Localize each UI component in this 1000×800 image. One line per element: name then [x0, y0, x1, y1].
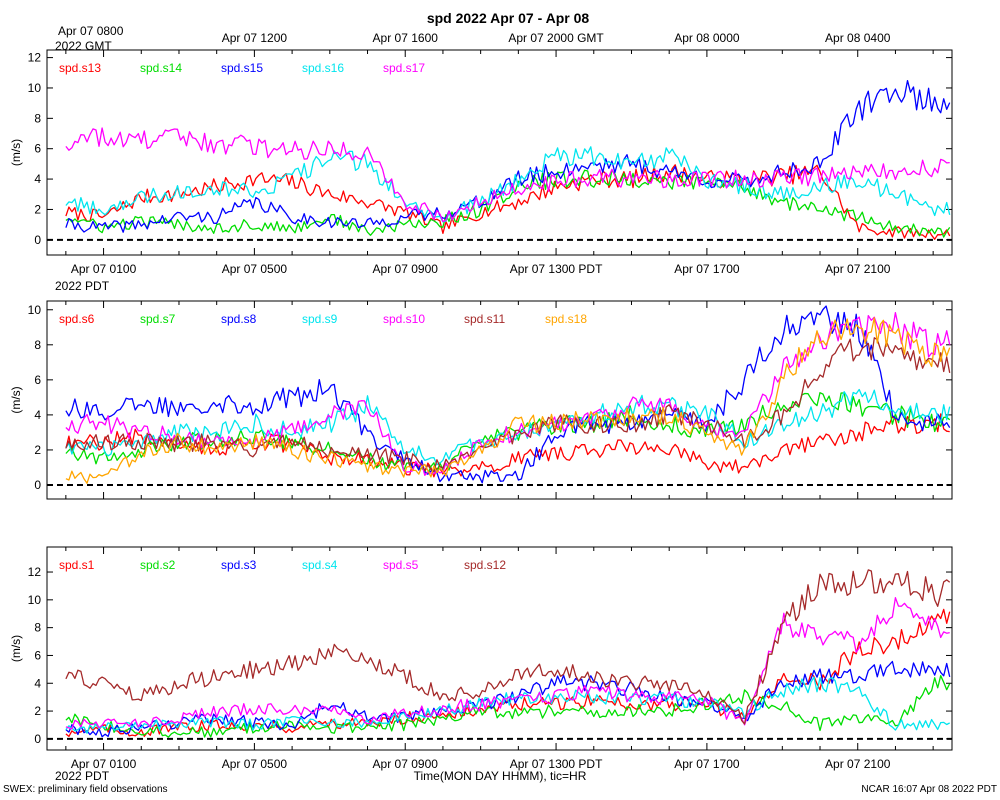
legend-entry: spd.s18 — [545, 312, 587, 326]
y-tick-label: 0 — [34, 478, 41, 492]
legend-entry: spd.s13 — [59, 61, 101, 75]
y-tick-label: 12 — [28, 565, 42, 579]
series-line-spd-s3 — [65, 660, 951, 738]
legend-entry: spd.s8 — [221, 312, 257, 326]
plot-frame — [46, 49, 953, 256]
y-tick-label: 6 — [34, 648, 41, 662]
pdt-corner-label-bottom: 2022 PDT — [55, 769, 110, 783]
legend-entry: spd.s16 — [302, 61, 344, 75]
pdt-tick-label: Apr 07 0900 — [373, 262, 439, 276]
plot-frame — [46, 300, 953, 500]
series-line-spd-s2 — [65, 675, 951, 738]
panel-bottom: 0 2 4 6 8 10 12 (m/s) Apr 07 0100 Apr 07 0500 Apr … — [9, 546, 953, 771]
y-tick-label: 2 — [34, 202, 41, 216]
series-line-spd-s13 — [65, 164, 951, 240]
y-axis-label: (m/s) — [9, 139, 23, 166]
series-line-spd-s6 — [65, 413, 950, 478]
pdt-tick-label: Apr 07 0900 — [373, 757, 439, 771]
pdt-tick-label: Apr 07 0100 — [71, 757, 137, 771]
y-tick-label: 10 — [28, 81, 42, 95]
gmt-tick-label: Apr 08 0000 — [674, 31, 740, 45]
chart-title: spd 2022 Apr 07 - Apr 08 — [427, 10, 590, 26]
panel-middle: 0 2 4 6 8 10 (m/s) spd.s6 spd.s7 spd.s8 spd.s9 spd.… — [9, 300, 953, 500]
y-tick-label: 0 — [34, 732, 41, 746]
legend-entry: spd.s3 — [221, 558, 257, 572]
legend-entry: spd.s10 — [383, 312, 425, 326]
legend-entry: spd.s17 — [383, 61, 425, 75]
legend-entry: spd.s14 — [140, 61, 182, 75]
gmt-tick-label: Apr 08 0400 — [825, 31, 891, 45]
legend-entry: spd.s6 — [59, 312, 95, 326]
y-tick-label: 4 — [34, 676, 41, 690]
y-tick-label: 10 — [28, 593, 42, 607]
y-tick-label: 4 — [34, 408, 41, 422]
legend-entry: spd.s9 — [302, 312, 338, 326]
pdt-tick-label: Apr 07 2100 — [825, 262, 891, 276]
legend-entry: spd.s5 — [383, 558, 419, 572]
pdt-tick-label: Apr 07 1700 — [674, 262, 740, 276]
legend-entry: spd.s1 — [59, 558, 95, 572]
series-line-spd-s12 — [65, 569, 951, 725]
pdt-tick-label: Apr 07 0100 — [71, 262, 137, 276]
pdt-corner-label-top: 2022 PDT — [55, 279, 110, 293]
panel-top: 0 2 4 6 8 10 12 (m/s) Apr 07 1200 Apr 07 1600 Apr … — [9, 31, 953, 276]
y-axis-label: (m/s) — [9, 386, 23, 413]
series-line-spd-s5 — [65, 597, 950, 730]
legend-entry: spd.s11 — [464, 312, 505, 326]
y-tick-label: 2 — [34, 704, 41, 718]
legend-entry: spd.s12 — [464, 558, 506, 572]
gmt-tick-label: Apr 07 2000 GMT — [508, 31, 604, 45]
series-line-spd-s16 — [65, 146, 951, 223]
legend-entry: spd.s4 — [302, 558, 338, 572]
plot-frame — [46, 546, 953, 751]
y-tick-label: 10 — [28, 303, 42, 317]
pdt-tick-label: Apr 07 1300 PDT — [510, 757, 603, 771]
y-tick-label: 2 — [34, 443, 41, 457]
x-axis-label: Time(MON DAY HHMM), tic=HR — [414, 769, 587, 783]
pdt-tick-label: Apr 07 1700 — [674, 757, 740, 771]
gmt-tick-label: Apr 07 1600 — [373, 31, 439, 45]
y-tick-label: 6 — [34, 142, 41, 156]
pdt-tick-label: Apr 07 0500 — [222, 757, 288, 771]
gmt-tick-label: Apr 07 1200 — [222, 31, 288, 45]
legend-entry: spd.s2 — [140, 558, 176, 572]
y-tick-label: 12 — [28, 51, 42, 65]
gmt-corner-label-line1: Apr 07 0800 — [58, 24, 124, 38]
y-axis-label: (m/s) — [9, 635, 23, 662]
pdt-tick-label: Apr 07 1300 PDT — [510, 262, 603, 276]
legend-entry: spd.s15 — [221, 61, 263, 75]
y-tick-label: 8 — [34, 111, 41, 125]
series-line-spd-s15 — [65, 79, 951, 233]
series-line-spd-s14 — [65, 169, 951, 238]
series-line-spd-s4 — [65, 676, 951, 734]
y-tick-label: 8 — [34, 338, 41, 352]
footer-left-note: SWEX: preliminary field observations — [3, 784, 168, 795]
footer-right-note: NCAR 16:07 Apr 08 2022 PDT — [861, 784, 997, 795]
series-line-spd-s9 — [65, 388, 951, 466]
series-line-spd-s17 — [65, 127, 950, 223]
pdt-tick-label: Apr 07 2100 — [825, 757, 891, 771]
y-tick-label: 8 — [34, 621, 41, 635]
series-line-spd-s18 — [65, 317, 951, 484]
pdt-tick-label: Apr 07 0500 — [222, 262, 288, 276]
y-tick-label: 4 — [34, 172, 41, 186]
y-tick-label: 6 — [34, 373, 41, 387]
y-tick-label: 0 — [34, 233, 41, 247]
series-line-spd-s8 — [65, 305, 951, 484]
legend-entry: spd.s7 — [140, 312, 176, 326]
